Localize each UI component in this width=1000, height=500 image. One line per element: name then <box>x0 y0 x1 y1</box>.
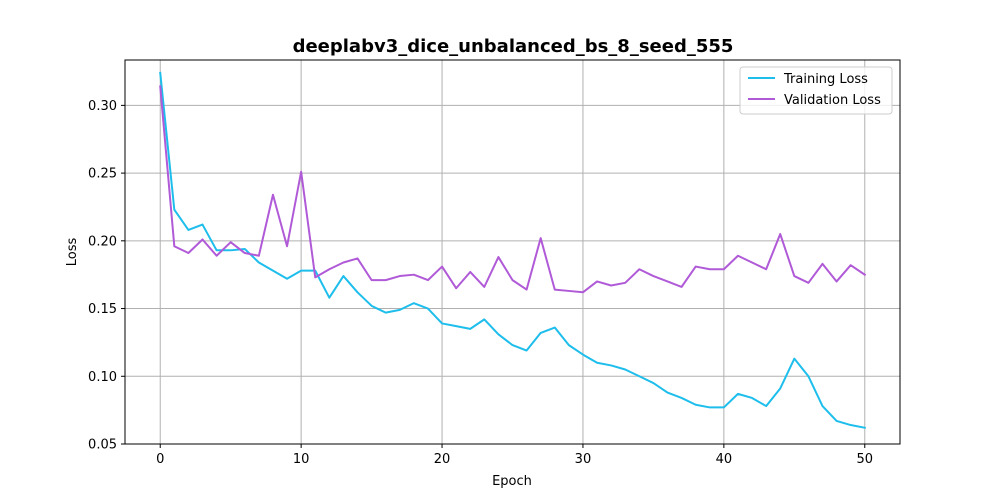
x-tick-label: 50 <box>856 452 873 467</box>
series-line-validation-loss <box>159 85 867 294</box>
y-tick-label: 0.25 <box>88 167 117 182</box>
chart-title: deeplabv3_dice_unbalanced_bs_8_seed_555 <box>293 36 734 57</box>
y-tick-label: 0.05 <box>88 438 117 453</box>
axis-ticks: 0 10 20 30 40 50 0.05 0.10 0.15 0.20 0.25 0.30 <box>88 99 873 467</box>
x-tick-label: 0 <box>156 452 164 467</box>
y-tick-label: 0.15 <box>88 302 117 317</box>
x-tick-label: 30 <box>575 452 592 467</box>
series-lines <box>159 71 867 429</box>
plot-frame <box>124 59 901 445</box>
legend-label-training-loss: Training Loss <box>783 72 868 87</box>
y-tick-label: 0.10 <box>88 370 117 385</box>
legend-label-validation-loss: Validation Loss <box>784 93 881 108</box>
x-tick-label: 40 <box>716 452 733 467</box>
x-axis-label: Epoch <box>492 474 532 489</box>
legend: Training Loss Validation Loss <box>739 66 893 115</box>
legend-box <box>739 66 893 115</box>
y-axis-label: Loss <box>65 238 80 267</box>
y-tick-label: 0.20 <box>88 234 117 249</box>
y-tick-label: 0.30 <box>88 99 117 114</box>
series-line-training-loss <box>159 71 866 429</box>
x-tick-label: 20 <box>434 452 451 467</box>
x-tick-label: 10 <box>293 452 310 467</box>
